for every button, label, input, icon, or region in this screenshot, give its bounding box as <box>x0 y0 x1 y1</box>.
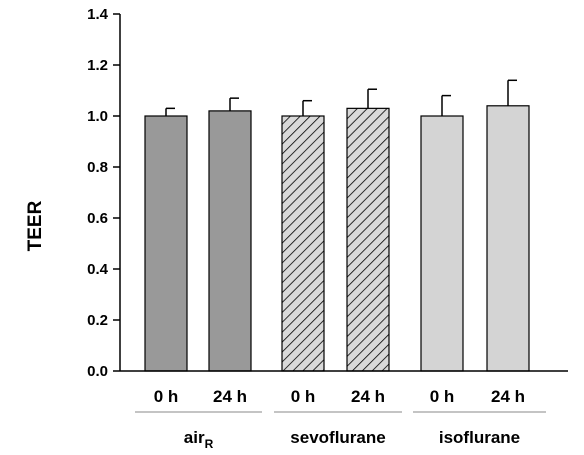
bar-3 <box>346 107 390 372</box>
y-tick-label-3: 0.6 <box>87 210 108 227</box>
x-category-label-4: 0 h <box>430 387 455 406</box>
y-tick-label-1: 0.2 <box>87 312 108 329</box>
bar-2 <box>281 115 325 372</box>
bar-5 <box>486 105 530 372</box>
bar-4 <box>420 115 464 372</box>
x-category-label-3: 24 h <box>351 387 385 406</box>
group-label-2: isoflurane <box>439 428 520 447</box>
y-tick-label-5: 1.0 <box>87 108 108 125</box>
y-tick-label-7: 1.4 <box>87 6 109 23</box>
x-category-label-2: 0 h <box>291 387 316 406</box>
y-axis-ticks: 0.0 0.2 0.4 0.6 0.8 1.0 1.2 1.4 <box>87 6 120 380</box>
y-tick-label-4: 0.8 <box>87 159 108 176</box>
x-category-label-5: 24 h <box>491 387 525 406</box>
x-category-label-0: 0 h <box>154 387 179 406</box>
group-label-1: sevoflurane <box>290 428 385 447</box>
y-tick-label-0: 0.0 <box>87 363 108 380</box>
x-category-label-1: 24 h <box>213 387 247 406</box>
bars <box>144 79 530 372</box>
bar-1 <box>208 110 252 372</box>
y-tick-label-6: 1.2 <box>87 57 108 74</box>
y-axis-label: TEER <box>25 200 46 251</box>
bar-0 <box>144 115 188 372</box>
group-label-0: airR <box>184 428 214 451</box>
y-tick-label-2: 0.4 <box>87 261 109 278</box>
group-labels: airR sevoflurane isoflurane <box>135 411 546 451</box>
x-axis-labels: 0 h 24 h 0 h 24 h 0 h 24 h <box>154 387 525 406</box>
